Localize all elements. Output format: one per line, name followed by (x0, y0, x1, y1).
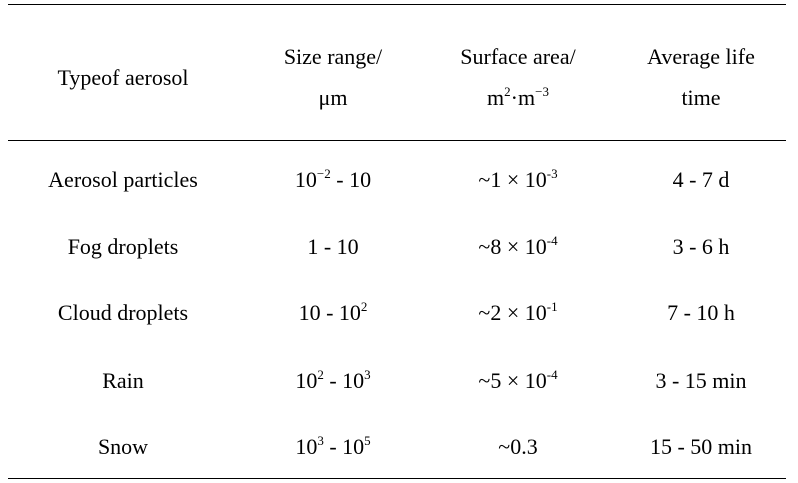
table-cell-size: 10−2 - 10 (294, 166, 372, 192)
table-cell-life: 4 - 7 d (672, 167, 730, 192)
table-cell-type: Snow (97, 434, 149, 459)
table-cell-type: Cloud droplets (57, 300, 189, 325)
table-cell-type: Aerosol particles (48, 167, 198, 192)
table-cell-area: ~1 × 10-3 (478, 166, 558, 192)
header-size-range: Size range/ (283, 44, 383, 69)
header-surface-area: Surface area/ (460, 44, 576, 69)
table-cell-area: ~8 × 10-4 (478, 233, 558, 259)
table-cell-life: 7 - 10 h (667, 300, 735, 325)
header-average-life-time: time (681, 85, 721, 110)
header-average-life: Average life (647, 44, 755, 69)
table-bottom-rule (8, 478, 786, 479)
header-bottom-rule (8, 140, 786, 141)
table-cell-life: 15 - 50 min (649, 434, 753, 459)
table-cell-size: 102 - 103 (295, 367, 371, 393)
table-cell-size: 103 - 105 (295, 433, 371, 459)
table-cell-area: ~0.3 (498, 434, 538, 459)
table-cell-size: 1 - 10 (307, 234, 359, 259)
header-size-unit: μm (318, 85, 348, 110)
table-cell-size: 10 - 102 (298, 299, 368, 325)
table-cell-type: Rain (102, 368, 144, 393)
table-cell-life: 3 - 6 h (672, 234, 730, 259)
table-cell-area: ~2 × 10-1 (478, 299, 558, 325)
header-surface-area-unit: m2·m−3 (487, 84, 549, 110)
table-top-rule (8, 4, 786, 5)
table-cell-type: Fog droplets (67, 234, 179, 259)
header-type-of-aerosol: Typeof aerosol (57, 65, 189, 90)
table-cell-area: ~5 × 10-4 (478, 367, 558, 393)
table-cell-life: 3 - 15 min (655, 368, 747, 393)
